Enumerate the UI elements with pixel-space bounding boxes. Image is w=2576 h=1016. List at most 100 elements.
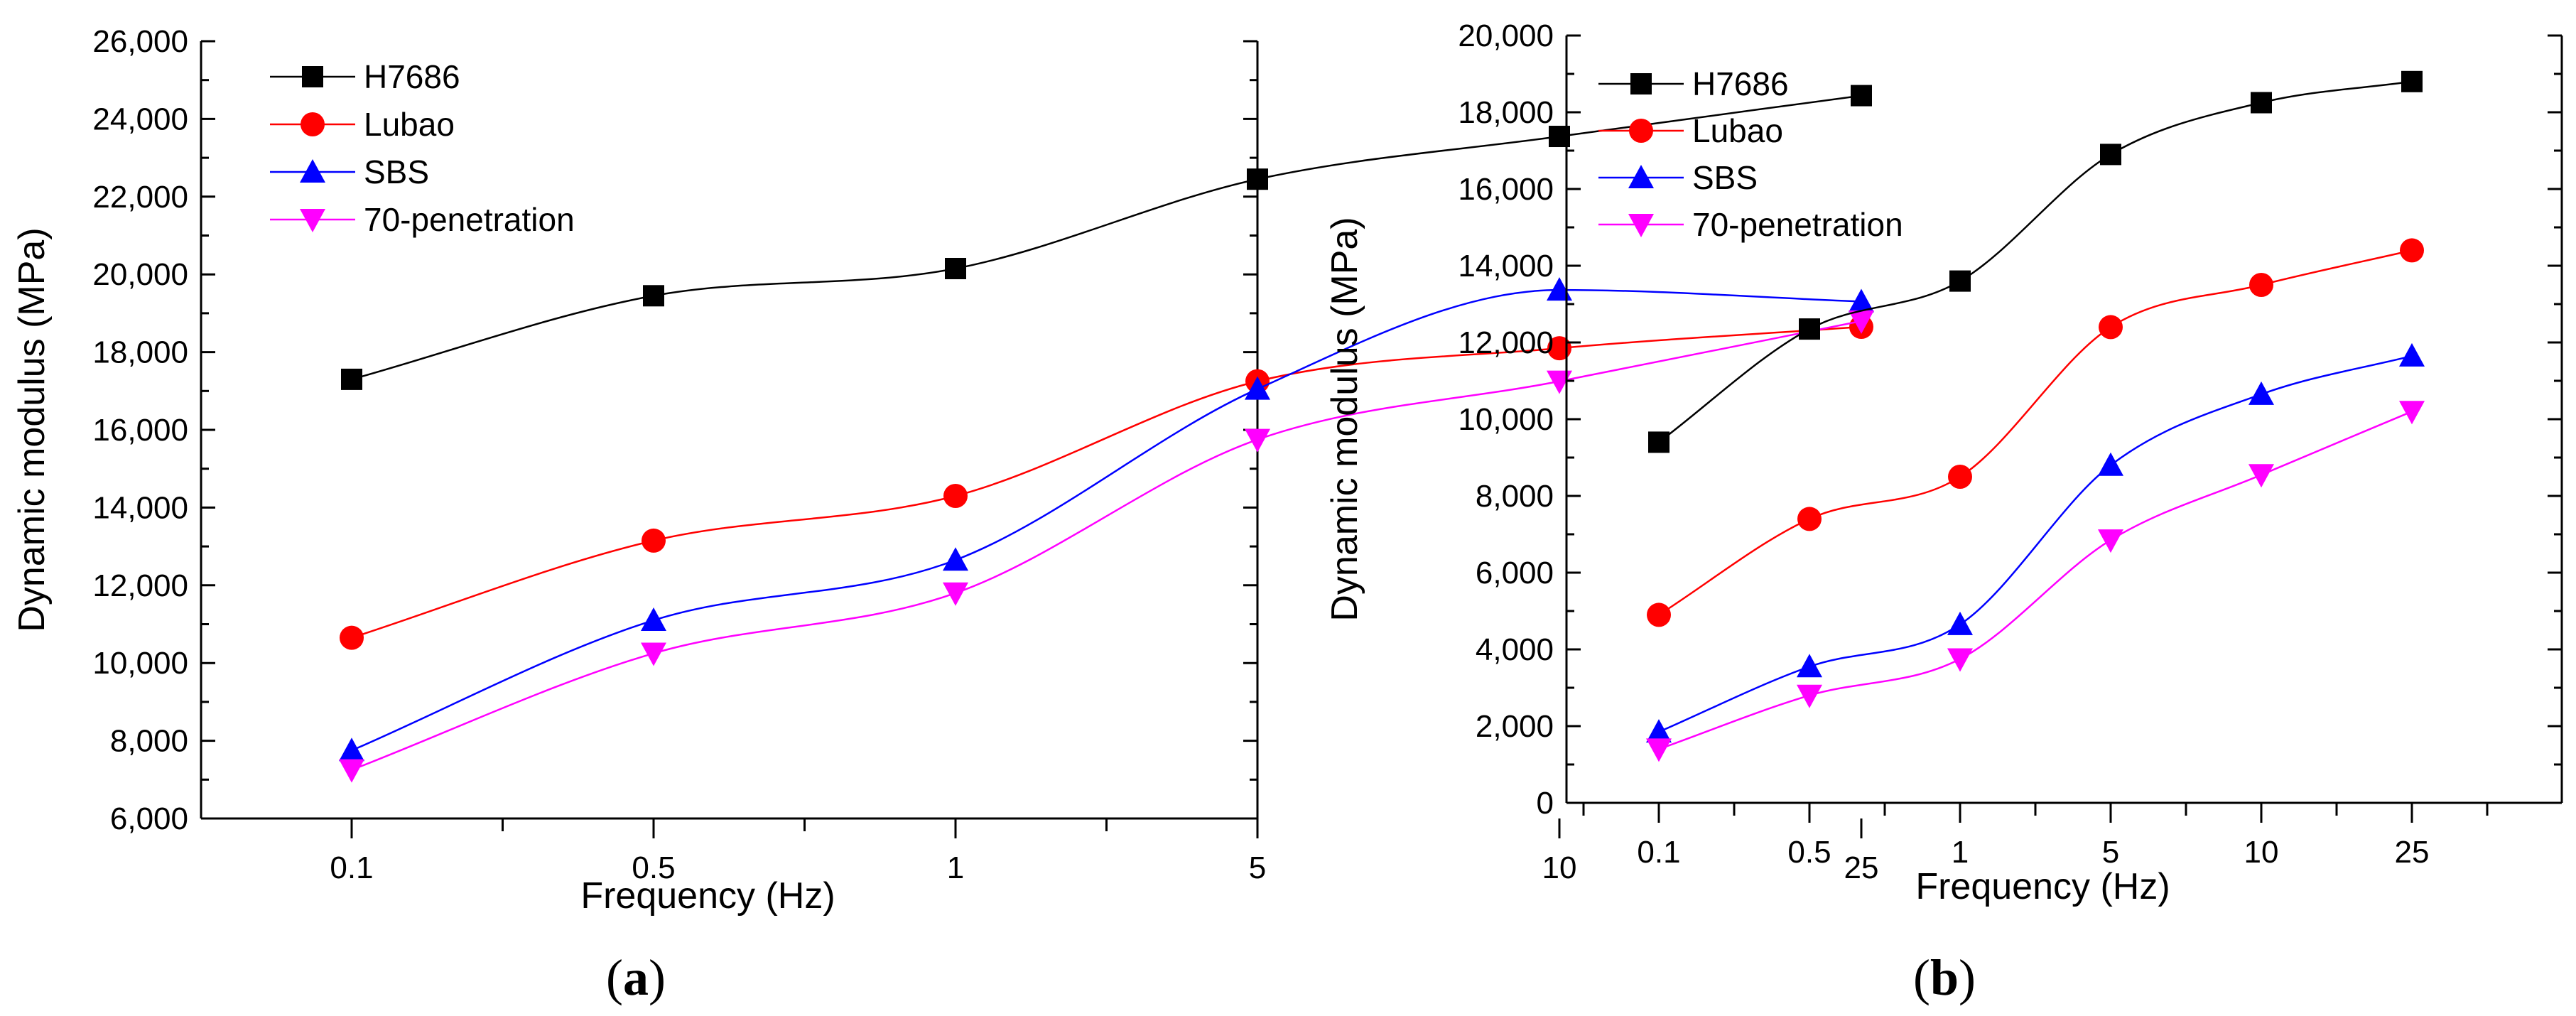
panel-label-close: ): [1959, 949, 1976, 1006]
y-tick-label: 26,000: [92, 24, 188, 59]
y-tick-label: 18,000: [92, 335, 188, 370]
series-70-penetration: [1646, 401, 2425, 762]
x-axis-title: Frequency (Hz): [1915, 866, 2170, 907]
data-point: [643, 285, 664, 307]
series-70-penetration: [339, 310, 1874, 783]
data-point: [641, 607, 666, 632]
data-point: [1247, 168, 1268, 190]
legend-marker: [1629, 119, 1653, 143]
x-tick-label: 5: [1249, 850, 1266, 885]
legend-label: H7686: [1692, 65, 1789, 102]
data-point: [1797, 507, 1822, 531]
legend-label: SBS: [364, 153, 429, 190]
data-point: [1647, 602, 1671, 627]
panel-label-letter: b: [1930, 949, 1959, 1006]
x-tick-label: 0.5: [1787, 835, 1831, 870]
y-tick-label: 24,000: [92, 102, 188, 136]
y-tick-label: 10,000: [92, 646, 188, 681]
data-point: [1245, 428, 1270, 453]
legend-label: Lubao: [1692, 112, 1783, 149]
series-lubao: [1647, 238, 2424, 627]
y-tick-label: 16,000: [92, 413, 188, 448]
panel-label-letter: a: [623, 949, 649, 1006]
data-point: [1799, 318, 1820, 340]
data-point: [1849, 310, 1874, 334]
legend-marker: [300, 159, 325, 183]
data-point: [1947, 648, 1973, 672]
y-tick-label: 20,000: [92, 257, 188, 292]
y-tick-label: 6,000: [110, 801, 188, 836]
series-line: [351, 288, 1862, 752]
data-point: [2099, 315, 2123, 340]
y-tick-label: 12,000: [92, 568, 188, 603]
data-point: [1646, 719, 1672, 743]
data-point: [1245, 376, 1270, 400]
y-tick-label: 10,000: [1458, 402, 1554, 437]
legend-marker: [300, 209, 325, 232]
data-point: [1947, 611, 1973, 635]
x-axis-title: Frequency (Hz): [580, 875, 835, 917]
x-tick-label: 5: [2102, 835, 2119, 870]
y-tick-label: 14,000: [1458, 249, 1554, 283]
x-tick-label: 10: [2244, 835, 2279, 870]
legend-label: Lubao: [364, 106, 455, 143]
legend-marker: [302, 66, 323, 87]
data-point: [1646, 738, 1672, 762]
series-h7686: [1648, 70, 2423, 453]
x-tick-label: 25: [1844, 850, 1879, 885]
panel-label-open: (: [606, 949, 623, 1006]
y-tick-label: 12,000: [1458, 325, 1554, 360]
data-point: [340, 625, 364, 650]
series-line: [1658, 249, 2413, 616]
data-point: [339, 737, 364, 762]
data-point: [943, 582, 968, 606]
chart-a: 6,0008,00010,00012,00014,00016,00018,000…: [11, 24, 1878, 1006]
x-tick-label: 0.1: [1637, 835, 1680, 870]
y-tick-label: 16,000: [1458, 172, 1554, 207]
data-point: [2399, 342, 2425, 367]
y-tick-label: 20,000: [1458, 18, 1554, 53]
y-tick-label: 14,000: [92, 490, 188, 525]
series-line: [1658, 355, 2413, 733]
panel-label: (b): [1913, 949, 1976, 1006]
y-axis-title: Dynamic modulus (MPa): [11, 227, 53, 632]
x-tick-label: 0.1: [330, 850, 373, 885]
data-point: [2399, 401, 2425, 425]
panel-label-open: (: [1913, 949, 1930, 1006]
panel-label-close: ): [649, 949, 666, 1006]
legend-label: 70-penetration: [364, 201, 575, 238]
data-point: [2249, 273, 2273, 297]
data-point: [341, 368, 362, 390]
data-point: [2248, 464, 2274, 488]
data-point: [2401, 70, 2423, 92]
series-line: [351, 325, 1862, 639]
y-tick-label: 8,000: [1476, 479, 1554, 514]
y-tick-label: 4,000: [1476, 632, 1554, 667]
data-point: [1797, 684, 1822, 708]
y-tick-label: 22,000: [92, 180, 188, 215]
x-tick-label: 1: [947, 850, 964, 885]
y-tick-label: 2,000: [1476, 709, 1554, 744]
data-point: [2400, 238, 2424, 263]
series-line: [1658, 411, 2413, 750]
legend-marker: [1628, 214, 1654, 237]
data-point: [1849, 288, 1874, 313]
series-sbs: [339, 277, 1874, 762]
panel-label: (a): [606, 949, 666, 1006]
data-point: [1648, 431, 1669, 453]
y-axis-title: Dynamic modulus (MPa): [1324, 217, 1365, 621]
legend-label: H7686: [364, 58, 460, 95]
series-line: [351, 320, 1862, 771]
data-point: [2100, 144, 2121, 166]
y-tick-label: 0: [1537, 786, 1554, 821]
data-point: [945, 257, 966, 279]
legend-label: 70-penetration: [1692, 206, 1903, 243]
data-point: [2098, 529, 2123, 553]
series-sbs: [1646, 342, 2425, 743]
series-line: [351, 94, 1862, 381]
data-point: [1851, 85, 1872, 107]
x-tick-label: 0.5: [632, 850, 675, 885]
data-point: [339, 759, 364, 783]
x-tick-label: 1: [1952, 835, 1969, 870]
